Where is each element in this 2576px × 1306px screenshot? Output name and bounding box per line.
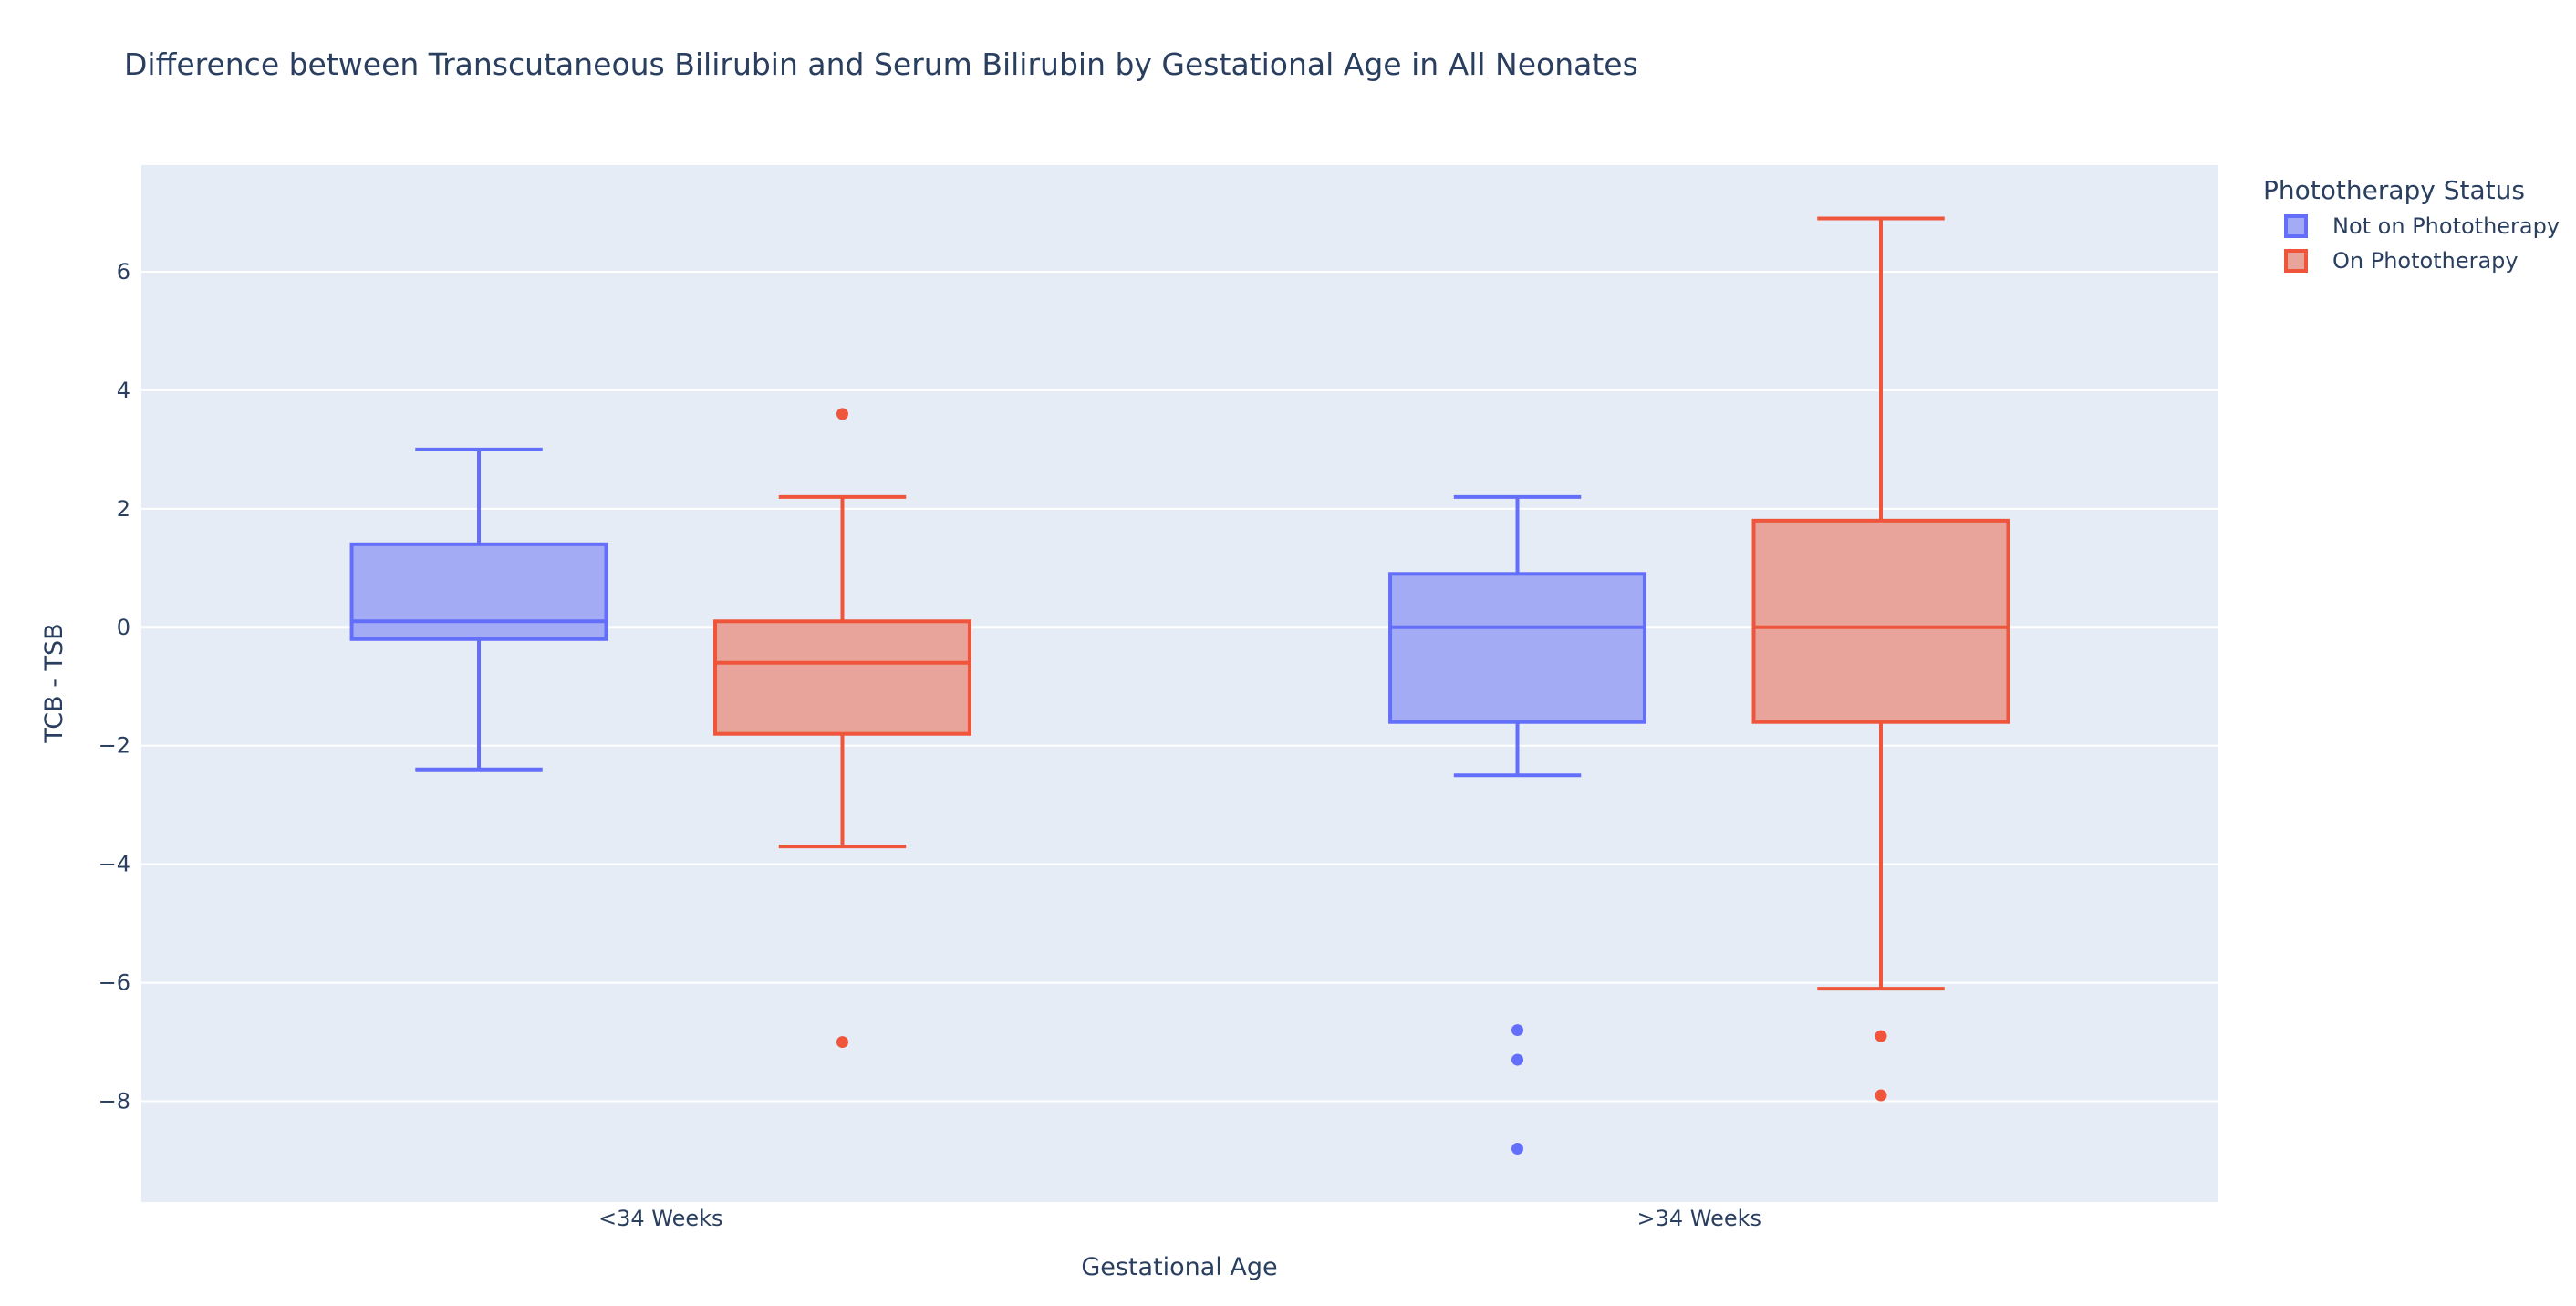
legend-label: Not on Phototherapy <box>2332 213 2560 239</box>
x-tick-label: <34 Weeks <box>598 1206 723 1231</box>
iqr-box <box>1751 518 2010 724</box>
x-axis-title: Gestational Age <box>1081 1253 1277 1281</box>
legend[interactable]: Phototherapy Status Not on Phototherapy O… <box>2263 175 2560 274</box>
iqr-box <box>349 542 608 641</box>
outlier-point <box>1875 1030 1887 1042</box>
y-tick-label: 0 <box>117 615 130 640</box>
iqr-box <box>713 619 971 736</box>
legend-swatch <box>2284 214 2308 238</box>
box-not-on-phototherapy-1[interactable] <box>1388 494 1646 1156</box>
outlier-point <box>1875 1089 1887 1102</box>
legend-swatch <box>2284 249 2308 273</box>
legend-title: Phototherapy Status <box>2263 175 2525 205</box>
y-tick-label: 6 <box>117 259 130 285</box>
legend-label: On Phototherapy <box>2332 248 2519 274</box>
box-traces <box>349 216 2010 1156</box>
iqr-box <box>1388 572 1646 724</box>
outlier-point <box>836 408 848 420</box>
outlier-point <box>1511 1053 1524 1066</box>
x-tick-label: >34 Weeks <box>1636 1206 1761 1231</box>
outlier-point <box>1511 1143 1524 1156</box>
legend-item-on-phototherapy[interactable]: On Phototherapy <box>2284 248 2519 274</box>
y-axis-ticks: −8 −6 −4 −2 0 2 4 6 <box>99 259 130 1114</box>
y-tick-label: −2 <box>99 733 130 759</box>
x-axis-ticks: <34 Weeks >34 Weeks <box>598 1206 1761 1231</box>
legend-item-not-on-phototherapy[interactable]: Not on Phototherapy <box>2284 213 2560 239</box>
y-tick-label: −6 <box>99 970 130 996</box>
y-tick-label: −8 <box>99 1089 130 1114</box>
outlier-point <box>1511 1024 1524 1037</box>
y-tick-label: −4 <box>99 852 130 877</box>
chart-title: Difference between Transcutaneous Biliru… <box>124 47 1638 82</box>
y-tick-label: 2 <box>117 496 130 522</box>
box-on-phototherapy-1[interactable] <box>1751 216 2010 1102</box>
y-tick-label: 4 <box>117 378 130 403</box>
grid-lines <box>141 270 2218 1103</box>
outlier-point <box>836 1036 848 1049</box>
box-not-on-phototherapy-0[interactable] <box>349 447 608 772</box>
box-on-phototherapy-0[interactable] <box>713 408 971 1049</box>
y-axis-title: TCB - TSB <box>40 623 68 743</box>
